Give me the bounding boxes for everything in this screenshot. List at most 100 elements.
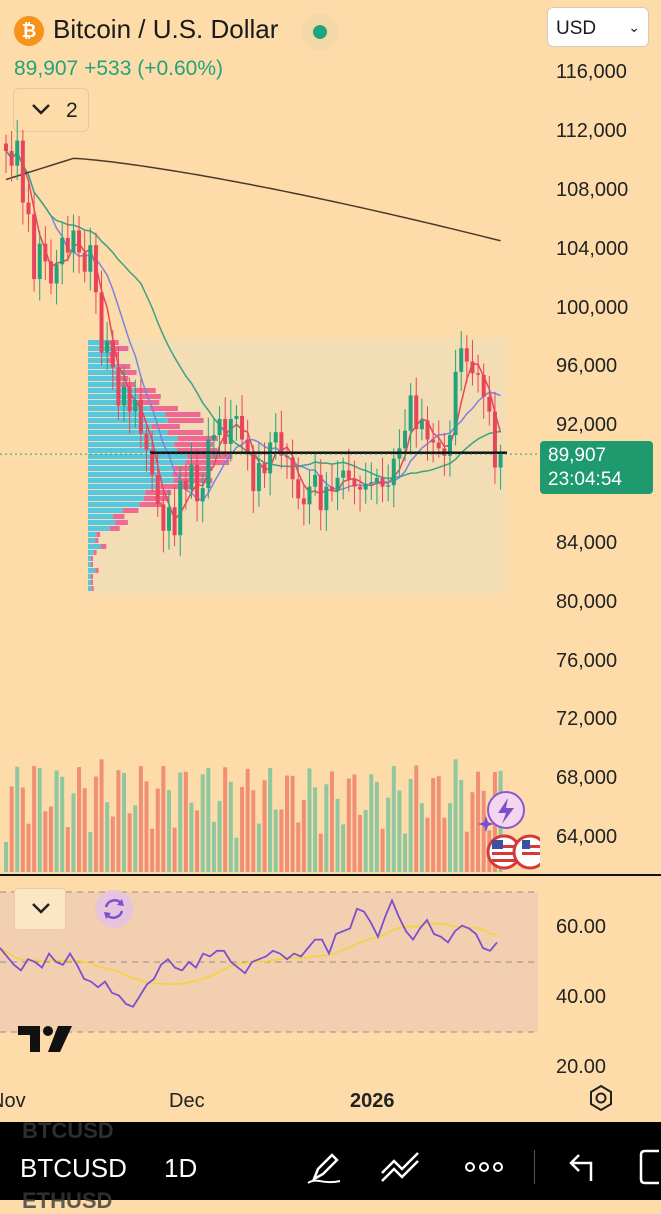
volume-bar	[200, 774, 205, 872]
volume-profile-bar	[91, 556, 93, 561]
candle-body	[65, 237, 70, 253]
volume-profile-bar	[96, 532, 101, 537]
candle-body	[431, 439, 436, 443]
volume-profile-bar	[115, 376, 129, 381]
volume-bar	[313, 787, 318, 872]
volume-bar	[245, 768, 250, 872]
volume-profile-bar	[88, 448, 178, 453]
candle-body	[4, 143, 8, 151]
volume-bar	[138, 766, 143, 872]
fullscreen-icon[interactable]	[637, 1147, 661, 1187]
price-axis-label: 72,000	[556, 708, 618, 730]
events-icons[interactable]	[478, 790, 540, 872]
volume-bar	[60, 776, 65, 872]
candle-body	[127, 386, 132, 412]
candle-body	[93, 245, 98, 293]
candle-body	[240, 415, 245, 440]
us-flag-icon[interactable]	[486, 834, 540, 870]
candle-body	[346, 470, 351, 480]
volume-bar	[436, 776, 441, 872]
candle-body	[200, 488, 205, 502]
interval-button[interactable]: 1D	[164, 1153, 198, 1183]
volume-bar	[172, 827, 177, 872]
volume-bar	[240, 786, 245, 872]
volume-profile-bar	[138, 394, 161, 399]
volume-profile-bar	[88, 352, 110, 357]
candle-body	[358, 486, 363, 490]
rsi-collapse-button[interactable]	[14, 888, 66, 930]
drawing-tools-icon[interactable]	[378, 1147, 424, 1187]
candle-body	[408, 395, 413, 431]
candle-body	[116, 367, 121, 406]
volume-profile-bar	[88, 376, 116, 381]
gear-icon[interactable]	[587, 1084, 615, 1112]
volume-profile-bar	[91, 580, 93, 585]
volume-bar	[228, 781, 233, 872]
volume-profile-bar	[88, 460, 186, 465]
symbol-button[interactable]: BTCUSD	[20, 1153, 127, 1183]
volume-bar	[32, 766, 37, 872]
volume-bar	[419, 803, 424, 872]
more-icon[interactable]	[464, 1157, 504, 1177]
volume-bar	[161, 766, 166, 872]
volume-profile-bar	[88, 532, 97, 537]
volume-bar	[9, 786, 14, 872]
price-axis-label: 108,000	[556, 179, 629, 201]
volume-bar	[15, 766, 20, 872]
price-axis-label: 84,000	[556, 532, 618, 554]
badge-countdown: 23:04:54	[548, 469, 622, 490]
candle-body	[71, 230, 76, 253]
refresh-icon[interactable]	[95, 890, 133, 928]
currency-select[interactable]: USD ⌄	[547, 7, 649, 47]
candle-body	[15, 140, 20, 166]
volume-profile-bar	[91, 586, 94, 591]
volume-bar	[217, 800, 222, 872]
volume-bar	[88, 831, 93, 872]
candle-body	[9, 150, 14, 166]
volume-bar	[65, 827, 70, 872]
toolbar-divider	[534, 1150, 535, 1184]
volume-bar	[279, 809, 284, 872]
volume-bar	[26, 823, 31, 872]
volume-profile-bar	[139, 502, 163, 507]
indicators-collapse-button[interactable]: 2	[13, 88, 89, 132]
rsi-axis-label: 40.00	[556, 986, 607, 1008]
candle-body	[32, 214, 37, 280]
candle-body	[262, 463, 267, 474]
pen-icon[interactable]	[304, 1147, 344, 1187]
market-open-dot[interactable]	[302, 14, 338, 50]
volume-bar	[459, 779, 464, 872]
volume-profile-bar	[95, 568, 99, 573]
price-axis-label: 76,000	[556, 650, 618, 672]
volume-bar	[77, 767, 82, 872]
flash-icon[interactable]	[478, 791, 525, 832]
volume-bar	[223, 767, 228, 872]
volume-bar	[127, 813, 132, 872]
volume-profile-bar	[88, 472, 173, 477]
volume-bar	[155, 788, 160, 872]
price-chart[interactable]	[0, 0, 540, 875]
symbol-title[interactable]: Bitcoin / U.S. Dollar	[53, 14, 279, 44]
volume-profile-bar	[88, 454, 188, 459]
volume-bar	[476, 771, 481, 872]
panel-divider[interactable]	[0, 874, 661, 876]
candle-body	[425, 420, 430, 440]
time-axis-label: 2026	[350, 1090, 395, 1112]
volume-bar	[358, 814, 363, 872]
volume-profile-bar	[151, 424, 180, 429]
volume-profile-bar	[88, 544, 101, 549]
candle-body	[195, 464, 200, 502]
volume-profile-bar	[88, 424, 152, 429]
volume-bar	[99, 759, 104, 872]
volume-bar	[301, 799, 306, 872]
volume-profile-bar	[88, 400, 138, 405]
candle-body	[307, 486, 312, 505]
volume-profile-bar	[88, 388, 135, 393]
rsi-chart[interactable]	[0, 876, 540, 1086]
volume-bar	[341, 824, 346, 872]
undo-icon[interactable]	[563, 1147, 599, 1187]
candle-body	[183, 480, 188, 490]
candle-body	[105, 340, 110, 353]
candle-body	[481, 374, 486, 397]
candle-body	[245, 439, 250, 455]
